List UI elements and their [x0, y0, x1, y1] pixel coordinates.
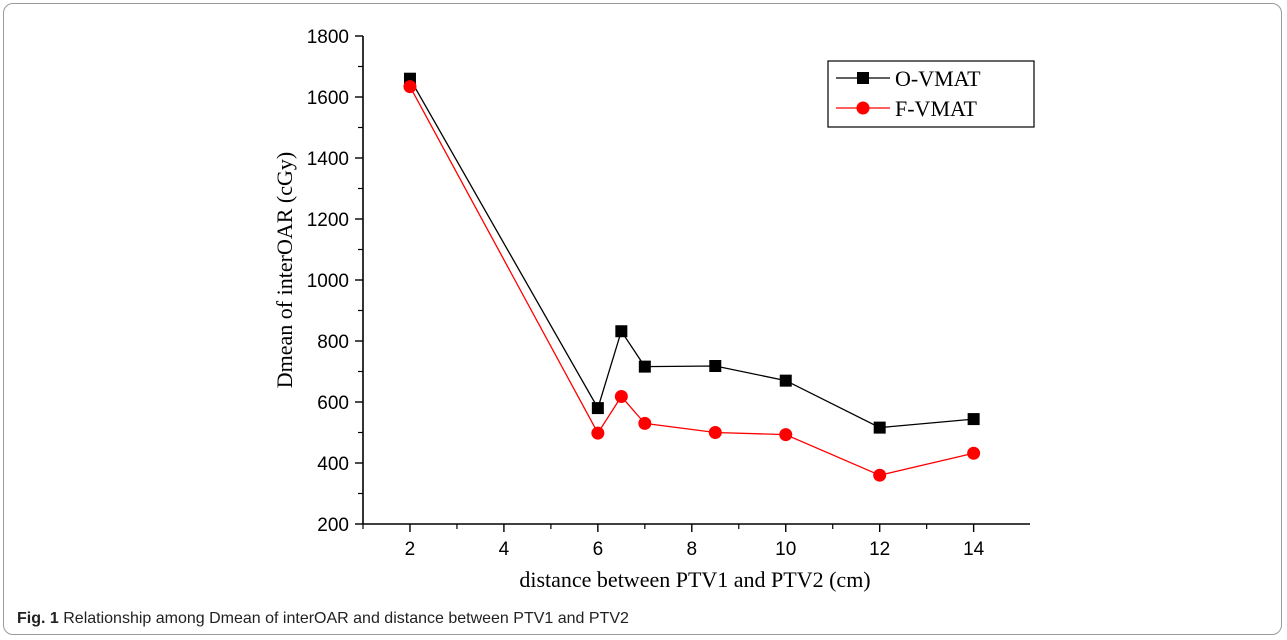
data-point-circle — [967, 446, 981, 460]
series-f-vmat — [403, 80, 981, 482]
x-tick-label: 12 — [869, 539, 890, 560]
data-point-circle — [873, 468, 887, 482]
caption-label: Fig. 1 — [17, 610, 59, 627]
caption-text: Relationship among Dmean of interOAR and… — [63, 610, 629, 627]
x-axis-label: distance between PTV1 and PTV2 (cm) — [519, 567, 870, 592]
data-point-circle — [779, 428, 793, 442]
y-axis-label: Dmean of interOAR (cGy) — [272, 152, 297, 388]
data-point-circle — [403, 80, 417, 94]
y-tick-label: 1200 — [307, 210, 349, 231]
y-tick-label: 1600 — [307, 88, 349, 109]
legend: O-VMAT F-VMAT — [827, 60, 1035, 128]
data-point-circle — [708, 426, 722, 439]
figure-caption: Fig. 1 Relationship among Dmean of inter… — [17, 610, 629, 628]
legend-label: O-VMAT — [895, 66, 981, 91]
data-point-square — [967, 413, 980, 426]
x-tick-label: 4 — [499, 539, 510, 560]
data-point-circle — [591, 426, 605, 440]
data-point-square — [591, 402, 604, 415]
y-tick-label: 1800 — [307, 27, 349, 48]
data-point-circle — [638, 416, 652, 430]
y-tick-label: 1000 — [307, 271, 349, 292]
y-tick-label: 200 — [317, 515, 349, 536]
series-line — [409, 78, 974, 429]
x-tick-label: 2 — [405, 539, 416, 560]
data-point-square — [873, 421, 886, 434]
figure-frame — [3, 3, 1282, 635]
series-layer — [403, 72, 981, 482]
data-point-square — [615, 325, 628, 338]
y-tick-label: 600 — [317, 393, 349, 414]
y-tick-label: 400 — [317, 454, 349, 475]
data-point-square — [638, 360, 651, 373]
data-point-circle — [614, 390, 628, 404]
x-tick-label: 6 — [593, 539, 604, 560]
data-point-square — [709, 360, 722, 373]
series-line — [409, 86, 974, 476]
y-tick-label: 1400 — [307, 149, 349, 170]
legend-marker-square — [857, 72, 869, 84]
axes: 2 4 6 8 10 12 14 200 400 600 800 1000 1200 1400 1600 18… — [307, 27, 1030, 560]
x-tick-label: 14 — [963, 539, 985, 560]
x-tick-label: 8 — [687, 539, 698, 560]
legend-marker-circle — [856, 101, 870, 115]
y-tick-label: 800 — [317, 332, 349, 353]
x-tick-label: 10 — [775, 539, 796, 560]
data-point-square — [779, 374, 792, 387]
legend-label: F-VMAT — [895, 96, 977, 121]
